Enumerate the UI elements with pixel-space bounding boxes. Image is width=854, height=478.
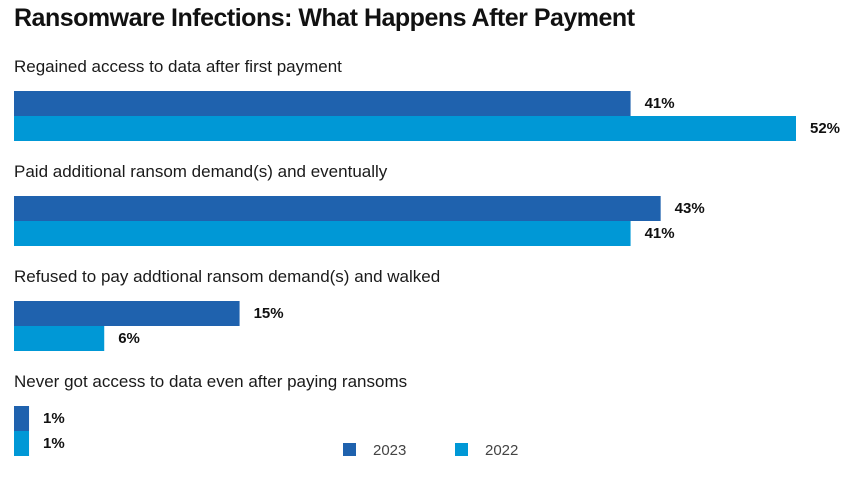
legend-label-2022: 2022	[485, 442, 518, 459]
category-label-2: Paid additional ransom demand(s) and eve…	[14, 162, 388, 181]
value-label-2022-1: 52%	[810, 120, 840, 137]
value-label-2022-2: 41%	[645, 225, 675, 242]
value-label-2022-3: 6%	[118, 330, 140, 347]
value-label-2023-1: 41%	[645, 95, 675, 112]
category-label-4: Never got access to data even after payi…	[14, 372, 407, 391]
bar-2023-paid-additional-ransom-demand-	[14, 196, 661, 221]
category-label-3: Refused to pay addtional ransom demand(s…	[14, 267, 440, 286]
category-label-1: Regained access to data after first paym…	[14, 57, 342, 76]
bar-2023-never-got-access-to-data-even-	[14, 406, 30, 431]
bar-2023-refused-to-pay-addtional-ranso	[14, 301, 240, 326]
chart-title: Ransomware Infections: What Happens Afte…	[14, 4, 635, 32]
bar-2022-regained-access-to-data-after-	[14, 116, 796, 141]
bar-2022-never-got-access-to-data-even-	[14, 431, 30, 456]
value-label-2023-4: 1%	[43, 410, 65, 427]
value-label-2023-3: 15%	[254, 305, 284, 322]
value-label-2022-4: 1%	[43, 435, 65, 452]
bar-2022-refused-to-pay-addtional-ranso	[14, 326, 105, 351]
legend-swatch-2022	[455, 443, 468, 456]
legend-label-2023: 2023	[373, 442, 406, 459]
value-label-2023-2: 43%	[675, 200, 705, 217]
legend-swatch-2023	[343, 443, 356, 456]
bar-2023-regained-access-to-data-after-	[14, 91, 631, 116]
bar-2022-paid-additional-ransom-demand-	[14, 221, 631, 246]
